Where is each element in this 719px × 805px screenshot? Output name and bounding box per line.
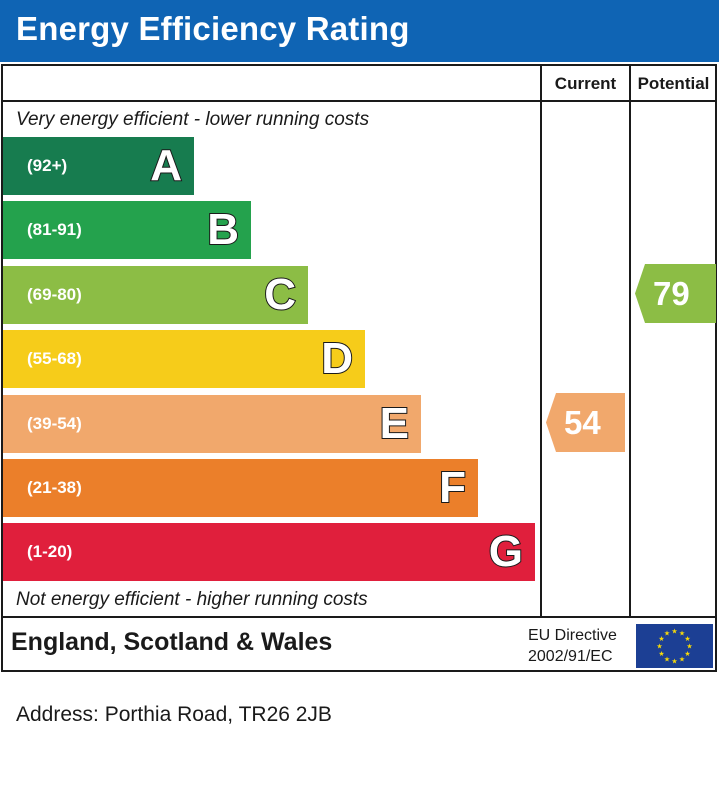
eu-star-icon: ★ <box>664 630 670 638</box>
band-range-label: (81-91) <box>27 220 82 239</box>
band-letter: F <box>438 462 467 513</box>
current-column-header: Current <box>554 74 617 93</box>
current-rating-arrow-shape <box>546 393 625 452</box>
eu-star-icon: ★ <box>686 643 692 651</box>
address-text: Address: Porthia Road, TR26 2JB <box>16 703 332 726</box>
band-range-label: (21-38) <box>27 478 82 497</box>
band-range-label: (39-54) <box>27 414 82 433</box>
chart-title: Energy Efficiency Rating <box>16 10 410 47</box>
current-column-divider <box>540 66 542 617</box>
eu-star-icon: ★ <box>684 650 690 658</box>
eu-flag-icon: ★ ★ ★ ★ ★ ★ ★ ★ ★ ★ ★ ★ <box>636 624 713 668</box>
band-g: (1-20) G <box>3 523 535 581</box>
eu-star-icon: ★ <box>656 643 662 651</box>
potential-rating-arrow-shape <box>635 264 716 323</box>
eu-star-icon: ★ <box>679 630 685 638</box>
eu-star-icon: ★ <box>684 635 690 643</box>
header-divider <box>3 100 716 102</box>
rating-frame <box>1 64 717 672</box>
band-range-label: (1-20) <box>27 542 73 561</box>
band-f: (21-38) F <box>3 459 478 517</box>
band-letter: G <box>488 526 524 577</box>
band-letter: A <box>149 140 183 191</box>
potential-rating-arrow-value: 79 <box>653 275 690 312</box>
band-a: (92+) A <box>3 137 194 195</box>
band-range-label: (55-68) <box>27 349 82 368</box>
band-letter: E <box>379 398 410 449</box>
eu-star-icon: ★ <box>671 658 677 666</box>
band-range-label: (69-80) <box>27 285 82 304</box>
band-letter: B <box>206 204 240 255</box>
band-d: (55-68) D <box>3 330 365 388</box>
eu-directive-label: EU Directive <box>528 627 617 644</box>
title-bar: Energy Efficiency Rating <box>0 0 719 62</box>
country-label: England, Scotland & Wales <box>11 628 333 656</box>
eu-directive-number: 2002/91/EC <box>528 648 613 665</box>
eu-star-icon: ★ <box>664 656 670 664</box>
inefficient-note: Not energy efficient - higher running co… <box>16 589 368 610</box>
eu-star-icon: ★ <box>671 628 677 636</box>
band-b: (81-91) B <box>3 201 251 259</box>
potential-column-header: Potential <box>637 74 710 93</box>
current-rating-arrow: 54 <box>546 393 625 452</box>
eu-star-icon: ★ <box>658 650 664 658</box>
band-range-label: (92+) <box>27 156 68 175</box>
potential-rating-arrow: 79 <box>635 264 716 323</box>
potential-column-divider <box>629 66 631 617</box>
current-rating-arrow-value: 54 <box>564 404 601 441</box>
band-e: (39-54) E <box>3 395 421 453</box>
efficient-note: Very energy efficient - lower running co… <box>16 109 370 130</box>
band-c: (69-80) C <box>3 266 308 324</box>
eu-star-icon: ★ <box>658 635 664 643</box>
band-letter: D <box>320 333 354 384</box>
footer-divider <box>3 616 716 618</box>
eu-star-icon: ★ <box>679 656 685 664</box>
band-letter: C <box>263 269 297 320</box>
